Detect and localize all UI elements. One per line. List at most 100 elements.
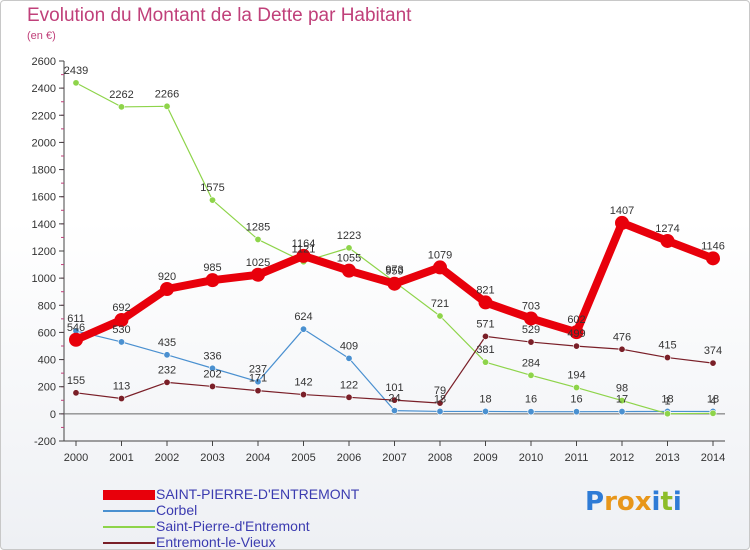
data-point bbox=[160, 282, 174, 296]
data-label: 101 bbox=[385, 382, 403, 394]
y-tick-label: 2000 bbox=[32, 137, 56, 149]
x-tick-label: 2009 bbox=[473, 452, 497, 464]
y-tick-label: 2200 bbox=[32, 110, 56, 122]
data-point bbox=[72, 79, 80, 87]
data-point bbox=[618, 397, 626, 405]
data-point bbox=[572, 408, 580, 416]
proxiti-logo: Proxiti bbox=[585, 487, 682, 517]
data-label: 1 bbox=[664, 396, 670, 408]
data-point bbox=[72, 389, 80, 397]
legend-label: Entremont-le-Vieux bbox=[156, 534, 276, 550]
data-label: 113 bbox=[113, 381, 131, 393]
data-point bbox=[299, 391, 307, 399]
data-point bbox=[481, 407, 489, 415]
data-label: 381 bbox=[476, 344, 494, 356]
data-label: 18 bbox=[661, 393, 673, 405]
data-point bbox=[118, 103, 126, 111]
data-point bbox=[209, 196, 217, 204]
data-label: 703 bbox=[522, 300, 540, 312]
data-label: 18 bbox=[434, 393, 446, 405]
data-label: 821 bbox=[476, 284, 494, 296]
legend-label: Saint-Pierre-d'Entremont bbox=[156, 518, 310, 534]
data-label: 171 bbox=[249, 373, 267, 385]
data-label: 336 bbox=[203, 350, 221, 362]
legend-swatch bbox=[103, 490, 155, 500]
logo-letter: P bbox=[585, 487, 605, 517]
data-point bbox=[436, 407, 444, 415]
data-label: 1285 bbox=[246, 221, 270, 233]
data-point bbox=[118, 395, 126, 403]
logo-letter: o bbox=[616, 487, 635, 517]
data-point bbox=[209, 364, 217, 372]
data-point bbox=[663, 410, 671, 418]
data-point bbox=[296, 248, 311, 263]
data-label: 920 bbox=[158, 271, 176, 283]
data-point bbox=[118, 338, 126, 346]
data-point bbox=[663, 354, 671, 362]
data-label: 2266 bbox=[155, 88, 179, 100]
y-tick-label: 800 bbox=[38, 300, 56, 312]
y-tick-label: 600 bbox=[38, 327, 56, 339]
legend-label: SAINT-PIERRE-D'ENTREMONT bbox=[156, 486, 360, 502]
data-label: 1055 bbox=[337, 253, 361, 265]
data-label: 17 bbox=[616, 394, 628, 406]
data-point bbox=[618, 408, 626, 416]
data-label: 546 bbox=[67, 322, 85, 334]
legend-label: Corbel bbox=[156, 502, 198, 518]
data-label: 692 bbox=[112, 302, 130, 314]
data-point bbox=[114, 312, 129, 327]
data-point bbox=[163, 351, 171, 359]
data-point bbox=[209, 382, 217, 390]
data-label: 374 bbox=[704, 345, 722, 357]
data-label: 611 bbox=[67, 313, 85, 325]
data-point bbox=[345, 354, 353, 362]
data-label: 721 bbox=[431, 298, 449, 310]
data-label: 1575 bbox=[200, 182, 224, 194]
legend-swatch bbox=[103, 526, 155, 528]
data-point bbox=[433, 260, 447, 275]
y-tick-label: 1400 bbox=[32, 219, 56, 231]
y-tick-label: 0 bbox=[50, 409, 56, 421]
data-point bbox=[390, 407, 398, 415]
data-label: 1407 bbox=[610, 205, 634, 217]
data-point bbox=[527, 338, 535, 346]
x-tick-label: 2007 bbox=[382, 452, 406, 464]
data-point bbox=[572, 342, 580, 350]
data-label: 985 bbox=[203, 262, 221, 274]
data-point bbox=[254, 387, 262, 395]
data-label: 602 bbox=[567, 314, 585, 326]
data-label: 499 bbox=[567, 328, 585, 340]
data-label: 18 bbox=[479, 393, 491, 405]
data-label: 232 bbox=[158, 364, 176, 376]
data-point bbox=[478, 295, 493, 310]
data-label: 1274 bbox=[655, 223, 679, 235]
data-label: 1223 bbox=[337, 230, 361, 242]
chart-title: Evolution du Montant de la Dette par Hab… bbox=[27, 5, 412, 26]
data-label: 624 bbox=[294, 311, 312, 323]
x-tick-label: 2006 bbox=[337, 452, 361, 464]
data-point bbox=[345, 393, 353, 401]
data-point bbox=[481, 332, 489, 340]
x-tick-label: 2012 bbox=[610, 452, 634, 464]
x-tick-label: 2005 bbox=[291, 452, 315, 464]
legend-swatch bbox=[103, 510, 155, 512]
data-label: 2439 bbox=[64, 65, 88, 77]
data-point bbox=[706, 251, 720, 266]
data-point bbox=[69, 332, 83, 347]
data-point bbox=[709, 359, 717, 367]
data-point bbox=[342, 263, 356, 278]
y-tick-label: -200 bbox=[34, 436, 56, 448]
data-label: 18 bbox=[707, 393, 719, 405]
data-label: 194 bbox=[567, 370, 585, 382]
unit-label: (en €) bbox=[27, 30, 56, 42]
data-point bbox=[572, 384, 580, 392]
y-tick-label: 200 bbox=[38, 382, 56, 394]
data-label: 959 bbox=[385, 266, 403, 278]
y-tick-label: 1200 bbox=[32, 246, 56, 258]
data-point bbox=[254, 378, 262, 386]
data-label: 16 bbox=[525, 394, 537, 406]
x-tick-label: 2004 bbox=[246, 452, 270, 464]
data-label: 409 bbox=[340, 340, 358, 352]
